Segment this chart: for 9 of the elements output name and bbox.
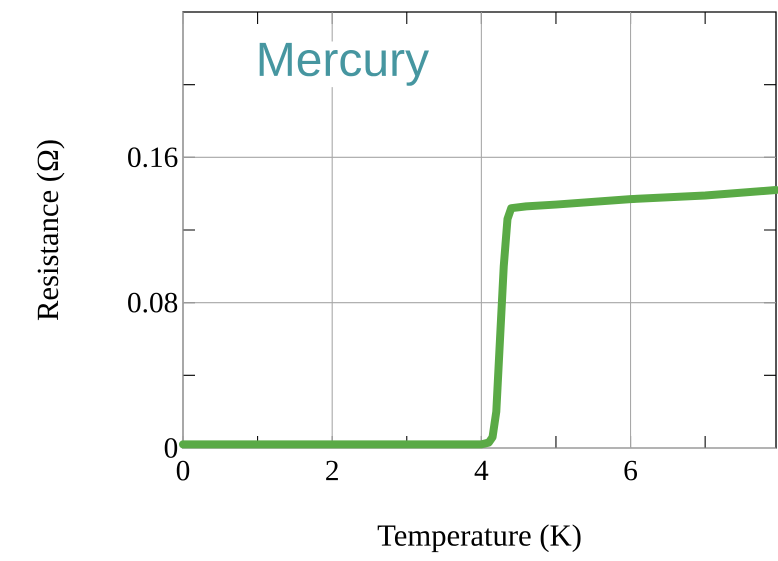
x-axis-title: Temperature (K) <box>378 524 581 552</box>
y-tick-label: 0.16 <box>128 147 178 168</box>
x-tick-label: 6 <box>624 460 638 480</box>
annotation: Mercury <box>260 42 429 86</box>
x-tick-label: 2 <box>326 460 338 480</box>
x-tick-label: 4 <box>474 460 488 480</box>
y-axis-title: Resistance (Ω) <box>36 140 64 320</box>
y-tick-label: 0 <box>164 438 178 458</box>
y-tick-label: 0.08 <box>128 292 178 313</box>
